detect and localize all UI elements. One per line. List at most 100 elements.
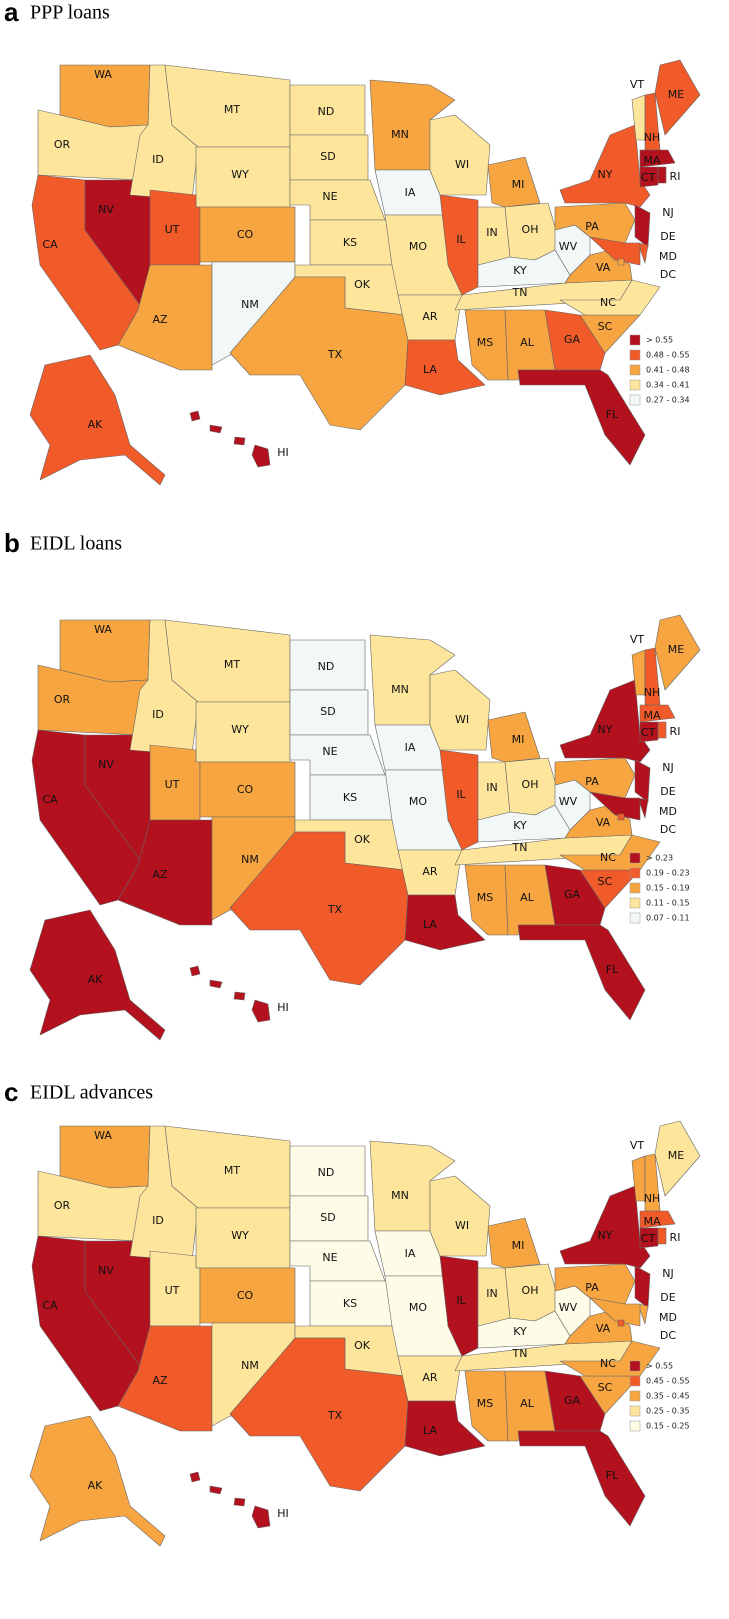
- state-label: WV: [559, 795, 578, 808]
- state-label: NY: [598, 723, 613, 736]
- state: [654, 1120, 701, 1197]
- state-label: CT: [641, 726, 656, 739]
- state-label: VT: [630, 1139, 645, 1152]
- state-label: NH: [644, 131, 661, 144]
- state-label: FL: [606, 1469, 619, 1482]
- legend: > 0.55 0.48 - 0.55 0.41 - 0.48 0.34 - 0.41 0…: [629, 334, 690, 406]
- state-label: MT: [224, 103, 240, 116]
- state-label: CO: [237, 228, 254, 241]
- state: [639, 1210, 676, 1229]
- state: [617, 813, 625, 821]
- state-label: SD: [320, 705, 335, 718]
- state-label: IA: [405, 1247, 416, 1260]
- state-label: MO: [409, 795, 427, 808]
- legend-swatch: [629, 364, 641, 376]
- state-label: DE: [660, 785, 675, 798]
- legend-label: > 0.23: [646, 854, 673, 863]
- state: [589, 1297, 641, 1327]
- state-label: TX: [327, 348, 343, 361]
- state-label: TN: [512, 1347, 528, 1360]
- state-label: NJ: [662, 1267, 673, 1280]
- legend-swatch: [629, 912, 641, 924]
- state-label: NM: [241, 1359, 259, 1372]
- state-label: OR: [54, 693, 71, 706]
- state-label: WV: [559, 240, 578, 253]
- state-label: CT: [641, 171, 656, 184]
- state-label: IN: [486, 1287, 497, 1300]
- state: [189, 410, 271, 468]
- state-label: RI: [670, 1231, 681, 1244]
- state: [464, 864, 509, 936]
- state-label: AL: [520, 891, 535, 904]
- state: [617, 258, 625, 266]
- state: [29, 1415, 166, 1547]
- state-label: AZ: [152, 1374, 168, 1387]
- state-label: PA: [585, 775, 599, 788]
- state-label: DC: [660, 1329, 676, 1342]
- legend-swatch: [629, 349, 641, 361]
- panel-title: PPP loans: [30, 2, 110, 24]
- state: [544, 864, 606, 926]
- state-label: ID: [152, 153, 164, 166]
- state-label: NC: [600, 851, 616, 864]
- state-label: NM: [241, 298, 259, 311]
- state: [517, 369, 646, 466]
- state-label: WV: [559, 1301, 578, 1314]
- state: [639, 166, 659, 188]
- state-label: NH: [644, 686, 661, 699]
- state-label: ME: [668, 1149, 684, 1162]
- state: [559, 124, 651, 208]
- state-label: WY: [231, 1229, 249, 1242]
- state-label: OK: [354, 833, 371, 846]
- state-label: TN: [512, 286, 528, 299]
- state-label: KY: [513, 1325, 527, 1338]
- state-label: VA: [596, 816, 611, 829]
- state: [637, 797, 649, 819]
- state: [189, 965, 271, 1023]
- state: [429, 669, 491, 751]
- state-label: DE: [660, 1291, 675, 1304]
- state-label: VT: [630, 78, 645, 91]
- state-label: PA: [585, 1281, 599, 1294]
- state-label: MN: [391, 683, 409, 696]
- state-label: AZ: [152, 868, 168, 881]
- legend-swatch: [629, 394, 641, 406]
- map: WA OR CA NV ID MT WY UT CO AZ NM ND SD NE KS OK TX MN IA MO…: [29, 1120, 701, 1547]
- state-label: DE: [660, 230, 675, 243]
- state-label: NE: [322, 1251, 337, 1264]
- legend-label: 0.19 - 0.23: [646, 869, 690, 878]
- state-label: MA: [643, 154, 660, 167]
- state-label: OR: [54, 138, 71, 151]
- state: [404, 339, 486, 396]
- state-label: CT: [641, 1232, 656, 1245]
- legend-label: 0.45 - 0.55: [646, 1377, 690, 1386]
- state-label: AR: [422, 310, 438, 323]
- state: [637, 1303, 649, 1325]
- legend-swatch: [629, 882, 641, 894]
- state-label: WA: [94, 68, 112, 81]
- legend: > 0.23 0.19 - 0.23 0.15 - 0.19 0.11 - 0.15 0…: [629, 852, 690, 924]
- state-label: WY: [231, 168, 249, 181]
- state-label: UT: [165, 223, 180, 236]
- state-label: AK: [88, 418, 104, 431]
- state-label: AK: [88, 973, 104, 986]
- state-label: MS: [477, 1397, 493, 1410]
- state: [189, 1471, 271, 1529]
- state-label: ME: [668, 88, 684, 101]
- state-label: MI: [512, 178, 525, 191]
- state-label: HI: [277, 1507, 289, 1520]
- state: [544, 309, 606, 371]
- state: [29, 354, 166, 486]
- legend-swatch: [629, 852, 641, 864]
- state-label: NY: [598, 1229, 613, 1242]
- state-label: WY: [231, 723, 249, 736]
- state: [517, 1430, 646, 1527]
- legend-label: > 0.55: [646, 336, 673, 345]
- state-label: AL: [520, 1397, 535, 1410]
- state-label: PA: [585, 220, 599, 233]
- state-label: IA: [405, 186, 416, 199]
- state: [657, 1227, 667, 1245]
- legend-swatch: [629, 334, 641, 346]
- state-label: MT: [224, 1164, 240, 1177]
- state-label: MI: [512, 733, 525, 746]
